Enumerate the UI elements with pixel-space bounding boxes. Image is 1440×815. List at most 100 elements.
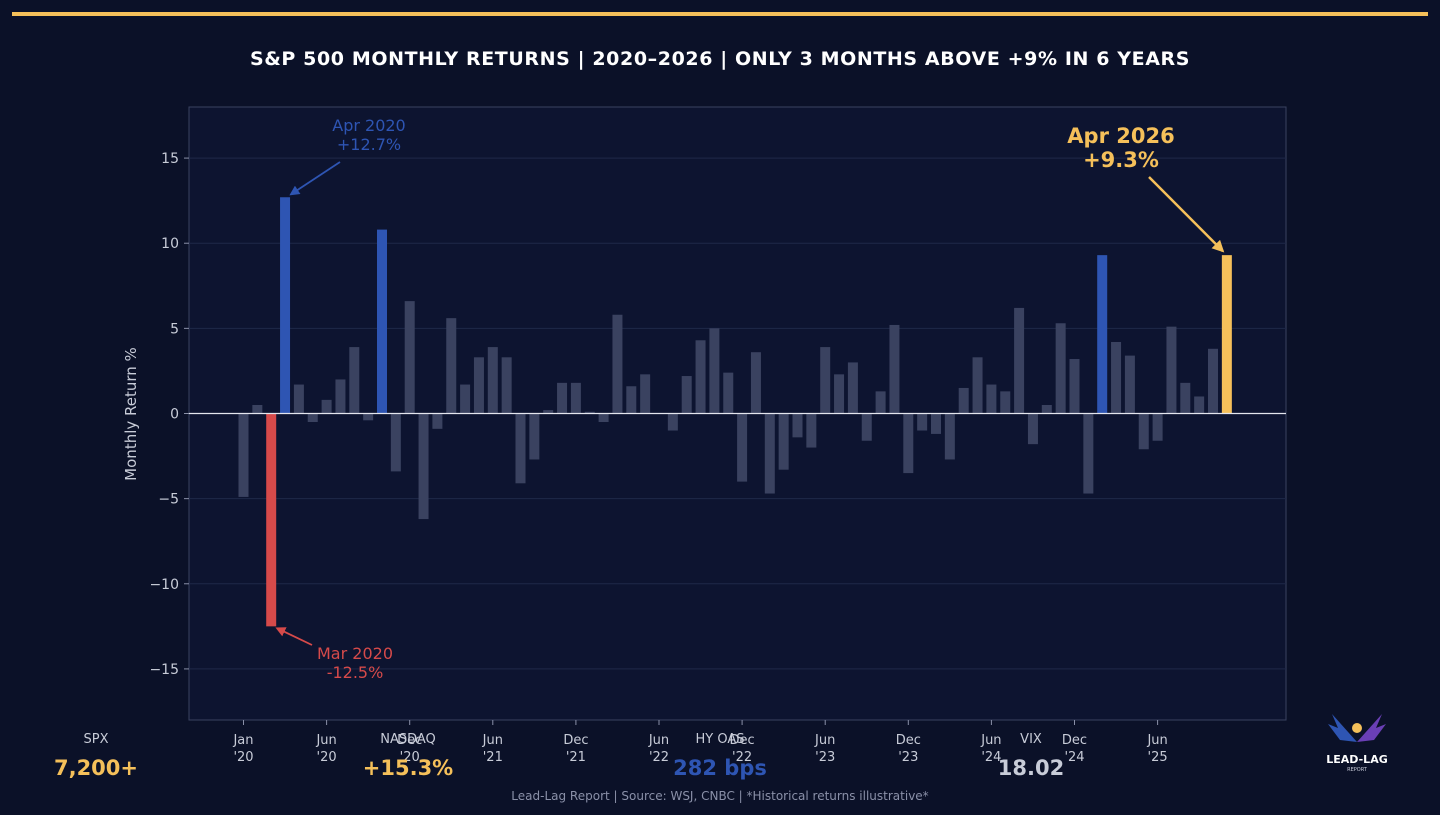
kpi-label-vix: VIX: [1020, 732, 1042, 747]
chart-title: S&P 500 MONTHLY RETURNS | 2020–2026 | ON…: [249, 48, 1191, 70]
kpi-label-spx: SPX: [83, 732, 109, 747]
kpi-label-nasdaq: NASDAQ: [380, 732, 436, 747]
kpi-value-hy-oas: 282 bps: [673, 756, 767, 780]
x-tick-label: Dec: [730, 733, 755, 748]
bar: [266, 413, 277, 627]
bar: [335, 379, 346, 414]
x-tick-label: '20: [400, 750, 420, 765]
x-tick-label: '22: [649, 750, 669, 765]
bar: [1152, 413, 1163, 441]
bar: [501, 357, 512, 414]
annotation-value: -12.5%: [327, 663, 384, 682]
x-tick-label: Jun: [315, 733, 336, 748]
x-tick-label: '23: [815, 750, 835, 765]
x-tick-label: Dec: [397, 733, 422, 748]
bar: [903, 413, 914, 474]
x-tick-label: Jun: [980, 733, 1001, 748]
bar: [931, 413, 941, 434]
logo-text: LEAD-LAG: [1326, 753, 1388, 766]
bar: [529, 413, 540, 460]
bar: [1166, 326, 1177, 414]
y-tick-label: −15: [149, 662, 179, 678]
x-tick-label: '25: [1148, 750, 1168, 765]
y-tick-label: −10: [149, 577, 179, 593]
x-tick-label: Jun: [1146, 733, 1167, 748]
bar: [487, 347, 498, 414]
bar: [792, 413, 803, 438]
footer-source: Lead-Lag Report | Source: WSJ, CNBC | *H…: [511, 789, 929, 803]
bar: [1111, 341, 1122, 414]
bar: [1083, 413, 1094, 494]
bar: [570, 382, 581, 414]
bar: [1221, 255, 1232, 414]
bar: [889, 324, 900, 414]
x-tick-label: '24: [981, 750, 1001, 765]
bar: [307, 413, 318, 423]
annotation-label: Apr 2020: [332, 116, 405, 135]
x-tick-label: '20: [233, 750, 253, 765]
bar: [432, 413, 443, 429]
bar: [681, 376, 692, 414]
x-tick-label: '21: [483, 750, 503, 765]
bar: [640, 374, 651, 414]
annotation-label: Mar 2020: [317, 644, 393, 663]
bar: [806, 413, 817, 448]
top-accent-rule: [12, 12, 1428, 16]
bar: [944, 413, 955, 460]
annotation-arrow: [1148, 176, 1225, 253]
y-tick-label: 0: [170, 407, 179, 423]
bar: [778, 413, 789, 470]
bar: [820, 347, 831, 414]
bar: [418, 413, 429, 520]
bar: [1000, 391, 1011, 414]
bar: [460, 384, 471, 414]
x-tick-label: Dec: [896, 733, 921, 748]
bar: [1180, 382, 1191, 414]
bar: [1138, 413, 1149, 450]
x-tick-label: Jun: [482, 733, 503, 748]
bar: [293, 384, 304, 414]
bar: [750, 352, 761, 414]
x-tick-label: Dec: [563, 733, 588, 748]
bar: [1069, 359, 1080, 414]
x-axis-ticks: Jan '20 Jun '20 Dec '20 Jun '21 Dec '21 Jun '22 Dec '…: [232, 720, 1168, 765]
bar: [557, 382, 568, 414]
bar: [404, 301, 415, 414]
x-tick-label: '24: [1064, 750, 1084, 765]
bars: [238, 197, 1232, 627]
x-tick-label: Dec: [1062, 733, 1087, 748]
bar: [1097, 255, 1108, 414]
y-tick-label: 10: [161, 236, 179, 252]
bar: [626, 386, 637, 414]
bar: [709, 328, 720, 414]
y-tick-label: 5: [170, 321, 179, 337]
logo-subtext: REPORT: [1347, 767, 1368, 773]
bar: [543, 410, 554, 414]
lead-lag-logo: LEAD-LAG REPORT: [1326, 714, 1388, 773]
eagle-head-icon: [1352, 723, 1362, 733]
x-tick-label: '22: [732, 750, 752, 765]
bar: [349, 347, 360, 414]
annotation-label: Apr 2026: [1067, 124, 1174, 148]
annotation-value: +12.7%: [337, 135, 401, 154]
bar: [1055, 323, 1066, 414]
annotation-arrow: [275, 627, 313, 646]
bar: [1014, 307, 1025, 414]
bar: [875, 391, 886, 414]
annotations: Apr 2020+12.7% Mar 2020-12.5% Apr 2026+9.3…: [275, 116, 1225, 682]
bar: [321, 399, 332, 414]
kpi-value-spx: 7,200+: [53, 756, 139, 780]
bar: [723, 372, 734, 414]
x-tick-label: Jun: [648, 733, 669, 748]
bar: [1208, 348, 1218, 414]
bar: [861, 413, 872, 441]
bar: [363, 413, 374, 421]
bar: [986, 384, 997, 414]
bar: [695, 340, 706, 414]
x-tick-label: '20: [317, 750, 337, 765]
bar: [473, 357, 484, 414]
bar: [612, 314, 623, 414]
y-tick-label: 15: [161, 151, 179, 167]
eagle-wing-right-icon: [1357, 714, 1386, 742]
